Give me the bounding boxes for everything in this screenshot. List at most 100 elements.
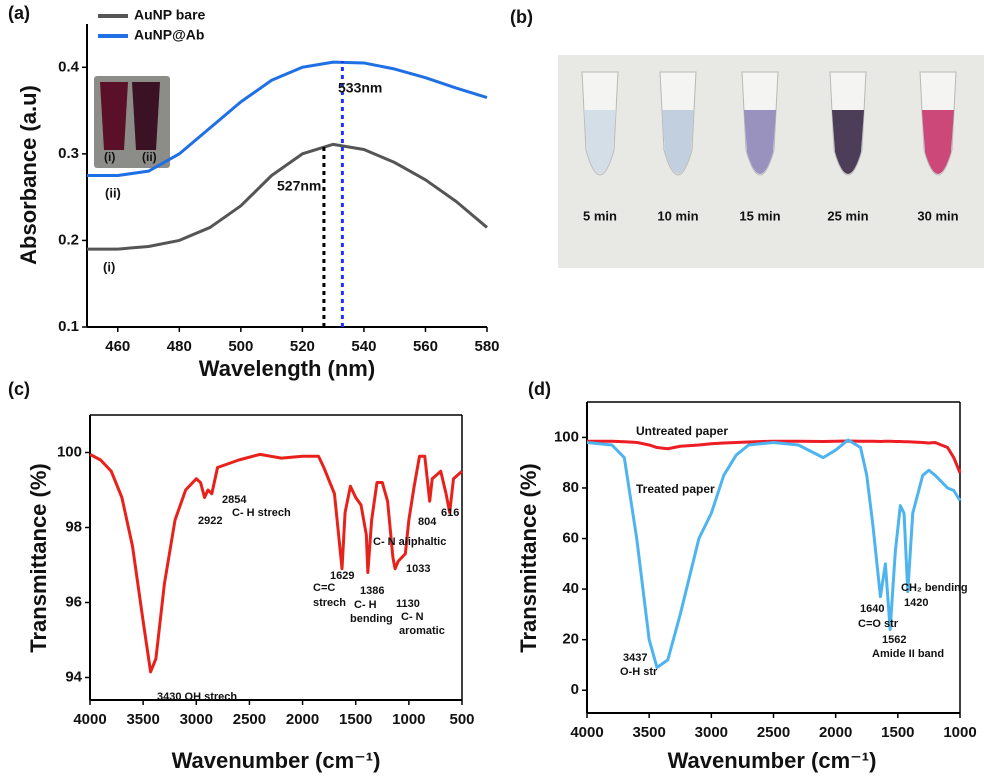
x-tick-label: 1500: [339, 711, 372, 728]
tube-liquid: [832, 110, 864, 174]
series-line: [586, 438, 962, 669]
annotation: C- H strech: [232, 507, 291, 519]
x-tick-label: 460: [105, 338, 130, 355]
x-tick-label: 580: [474, 338, 499, 355]
series-line: [87, 60, 488, 177]
annotation: C=O str: [858, 618, 899, 630]
x-tick-label: 560: [413, 338, 438, 355]
tube-liquid: [922, 110, 954, 174]
series-line: [89, 452, 463, 674]
annotation: 2854: [222, 494, 247, 506]
annotation: C- N aliphaltic: [373, 536, 446, 548]
y-axis-label: Transmittance (%): [516, 463, 541, 653]
chart: 4000 3500 3000 2500 2000 1500 1000 0 20 40 60 80 100…: [516, 401, 977, 773]
annotation: 533nm: [338, 80, 382, 96]
x-tick-label: 1000: [392, 711, 425, 728]
annotation: 3437: [623, 652, 647, 664]
x-tick-label: 3000: [180, 711, 213, 728]
annotation: 527nm: [277, 178, 321, 194]
legend-label: AuNP@Ab: [134, 27, 204, 43]
tube-liquid: [744, 110, 776, 174]
photo-label: 15 min: [739, 208, 780, 223]
inset-tube: [132, 82, 160, 150]
photo-label: 5 min: [583, 208, 617, 223]
panel-label: (b): [510, 7, 533, 27]
series-line: [587, 439, 962, 474]
tube-liquid: [662, 110, 694, 174]
x-tick-label: 500: [228, 338, 253, 355]
x-tick-label: 3500: [632, 724, 665, 741]
annotation: aromatic: [399, 625, 445, 637]
y-tick-label: 80: [562, 479, 579, 496]
y-tick-label: 98: [65, 518, 82, 535]
legend-label: AuNP bare: [134, 7, 206, 23]
y-tick-label: 40: [562, 580, 579, 597]
x-tick-label: 540: [351, 338, 376, 355]
annotation: 616: [441, 507, 459, 519]
x-tick-label: 3000: [695, 724, 728, 741]
inset-label: (i): [104, 150, 115, 164]
x-tick-label: 2000: [286, 711, 319, 728]
y-tick-label: 0.1: [58, 318, 79, 335]
y-tick-label: 96: [65, 593, 82, 610]
x-tick-label: 2500: [233, 711, 266, 728]
y-tick-label: 0.2: [58, 231, 79, 248]
annotation: 1640: [860, 603, 884, 615]
annotation: 1386: [360, 585, 384, 597]
annotation: O-H str: [620, 666, 658, 678]
annotation: strech: [313, 597, 346, 609]
chart: 460 480 500 520 540 560 580 0.1 0.2 0.3 0.4 Wavelen…: [16, 7, 500, 381]
photo-label: 30 min: [917, 208, 958, 223]
x-tick-label: 4000: [570, 724, 603, 741]
annotation: 1629: [330, 570, 354, 582]
y-axis-label: Transmittance (%): [26, 463, 51, 653]
tube-liquid: [584, 110, 616, 174]
annotation: 3430 OH strech: [157, 691, 237, 703]
annotation: 1033: [406, 563, 430, 575]
inset-label: (ii): [142, 150, 157, 164]
x-tick-label: 1500: [881, 724, 914, 741]
annotation: Amide II band: [872, 648, 944, 660]
x-tick-label: 1000: [943, 724, 976, 741]
annotation: 1562: [882, 634, 906, 646]
annotation: bending: [350, 613, 393, 625]
x-tick-label: 4000: [73, 711, 106, 728]
annotation: (ii): [105, 185, 121, 200]
x-tick-label: 2000: [819, 724, 852, 741]
annotation: C- N: [401, 611, 424, 623]
y-tick-label: 100: [554, 428, 579, 445]
x-tick-label: 3500: [126, 711, 159, 728]
annotation: C=C: [313, 582, 335, 594]
y-tick-label: 0.4: [58, 58, 80, 75]
annotation: 1420: [904, 597, 928, 609]
y-tick-label: 100: [57, 443, 82, 460]
annotation: (i): [103, 259, 115, 274]
y-axis-label: Absorbance (a.u): [16, 85, 41, 265]
y-tick-label: 0: [571, 681, 579, 698]
chart: 4000 3500 3000 2500 2000 1500 1000 500 94 96 98 100…: [26, 414, 475, 773]
y-tick-label: 60: [562, 530, 579, 547]
annotation: 2922: [198, 515, 222, 527]
x-tick-label: 520: [290, 338, 315, 355]
annotation: C- H: [354, 599, 377, 611]
y-tick-label: 94: [65, 668, 82, 685]
inset-tube: [100, 82, 128, 150]
photo-label: 25 min: [827, 208, 868, 223]
series-label: Untreated paper: [636, 424, 728, 438]
x-axis-label: Wavenumber (cm⁻¹): [172, 748, 381, 773]
annotation: 1130: [396, 598, 420, 610]
annotation: 804: [418, 516, 437, 528]
x-tick-label: 2500: [757, 724, 790, 741]
y-tick-label: 20: [562, 631, 579, 648]
x-axis-label: Wavelength (nm): [199, 356, 375, 381]
panel-label: (d): [528, 379, 551, 399]
panel-label: (c): [8, 379, 30, 399]
x-tick-label: 480: [167, 338, 192, 355]
x-tick-label: 500: [449, 711, 474, 728]
series-line: [87, 142, 488, 251]
x-axis-label: Wavenumber (cm⁻¹): [668, 748, 877, 773]
series-label: Treated paper: [636, 482, 715, 496]
panel-label: (a): [8, 3, 30, 23]
photo-label: 10 min: [657, 208, 698, 223]
